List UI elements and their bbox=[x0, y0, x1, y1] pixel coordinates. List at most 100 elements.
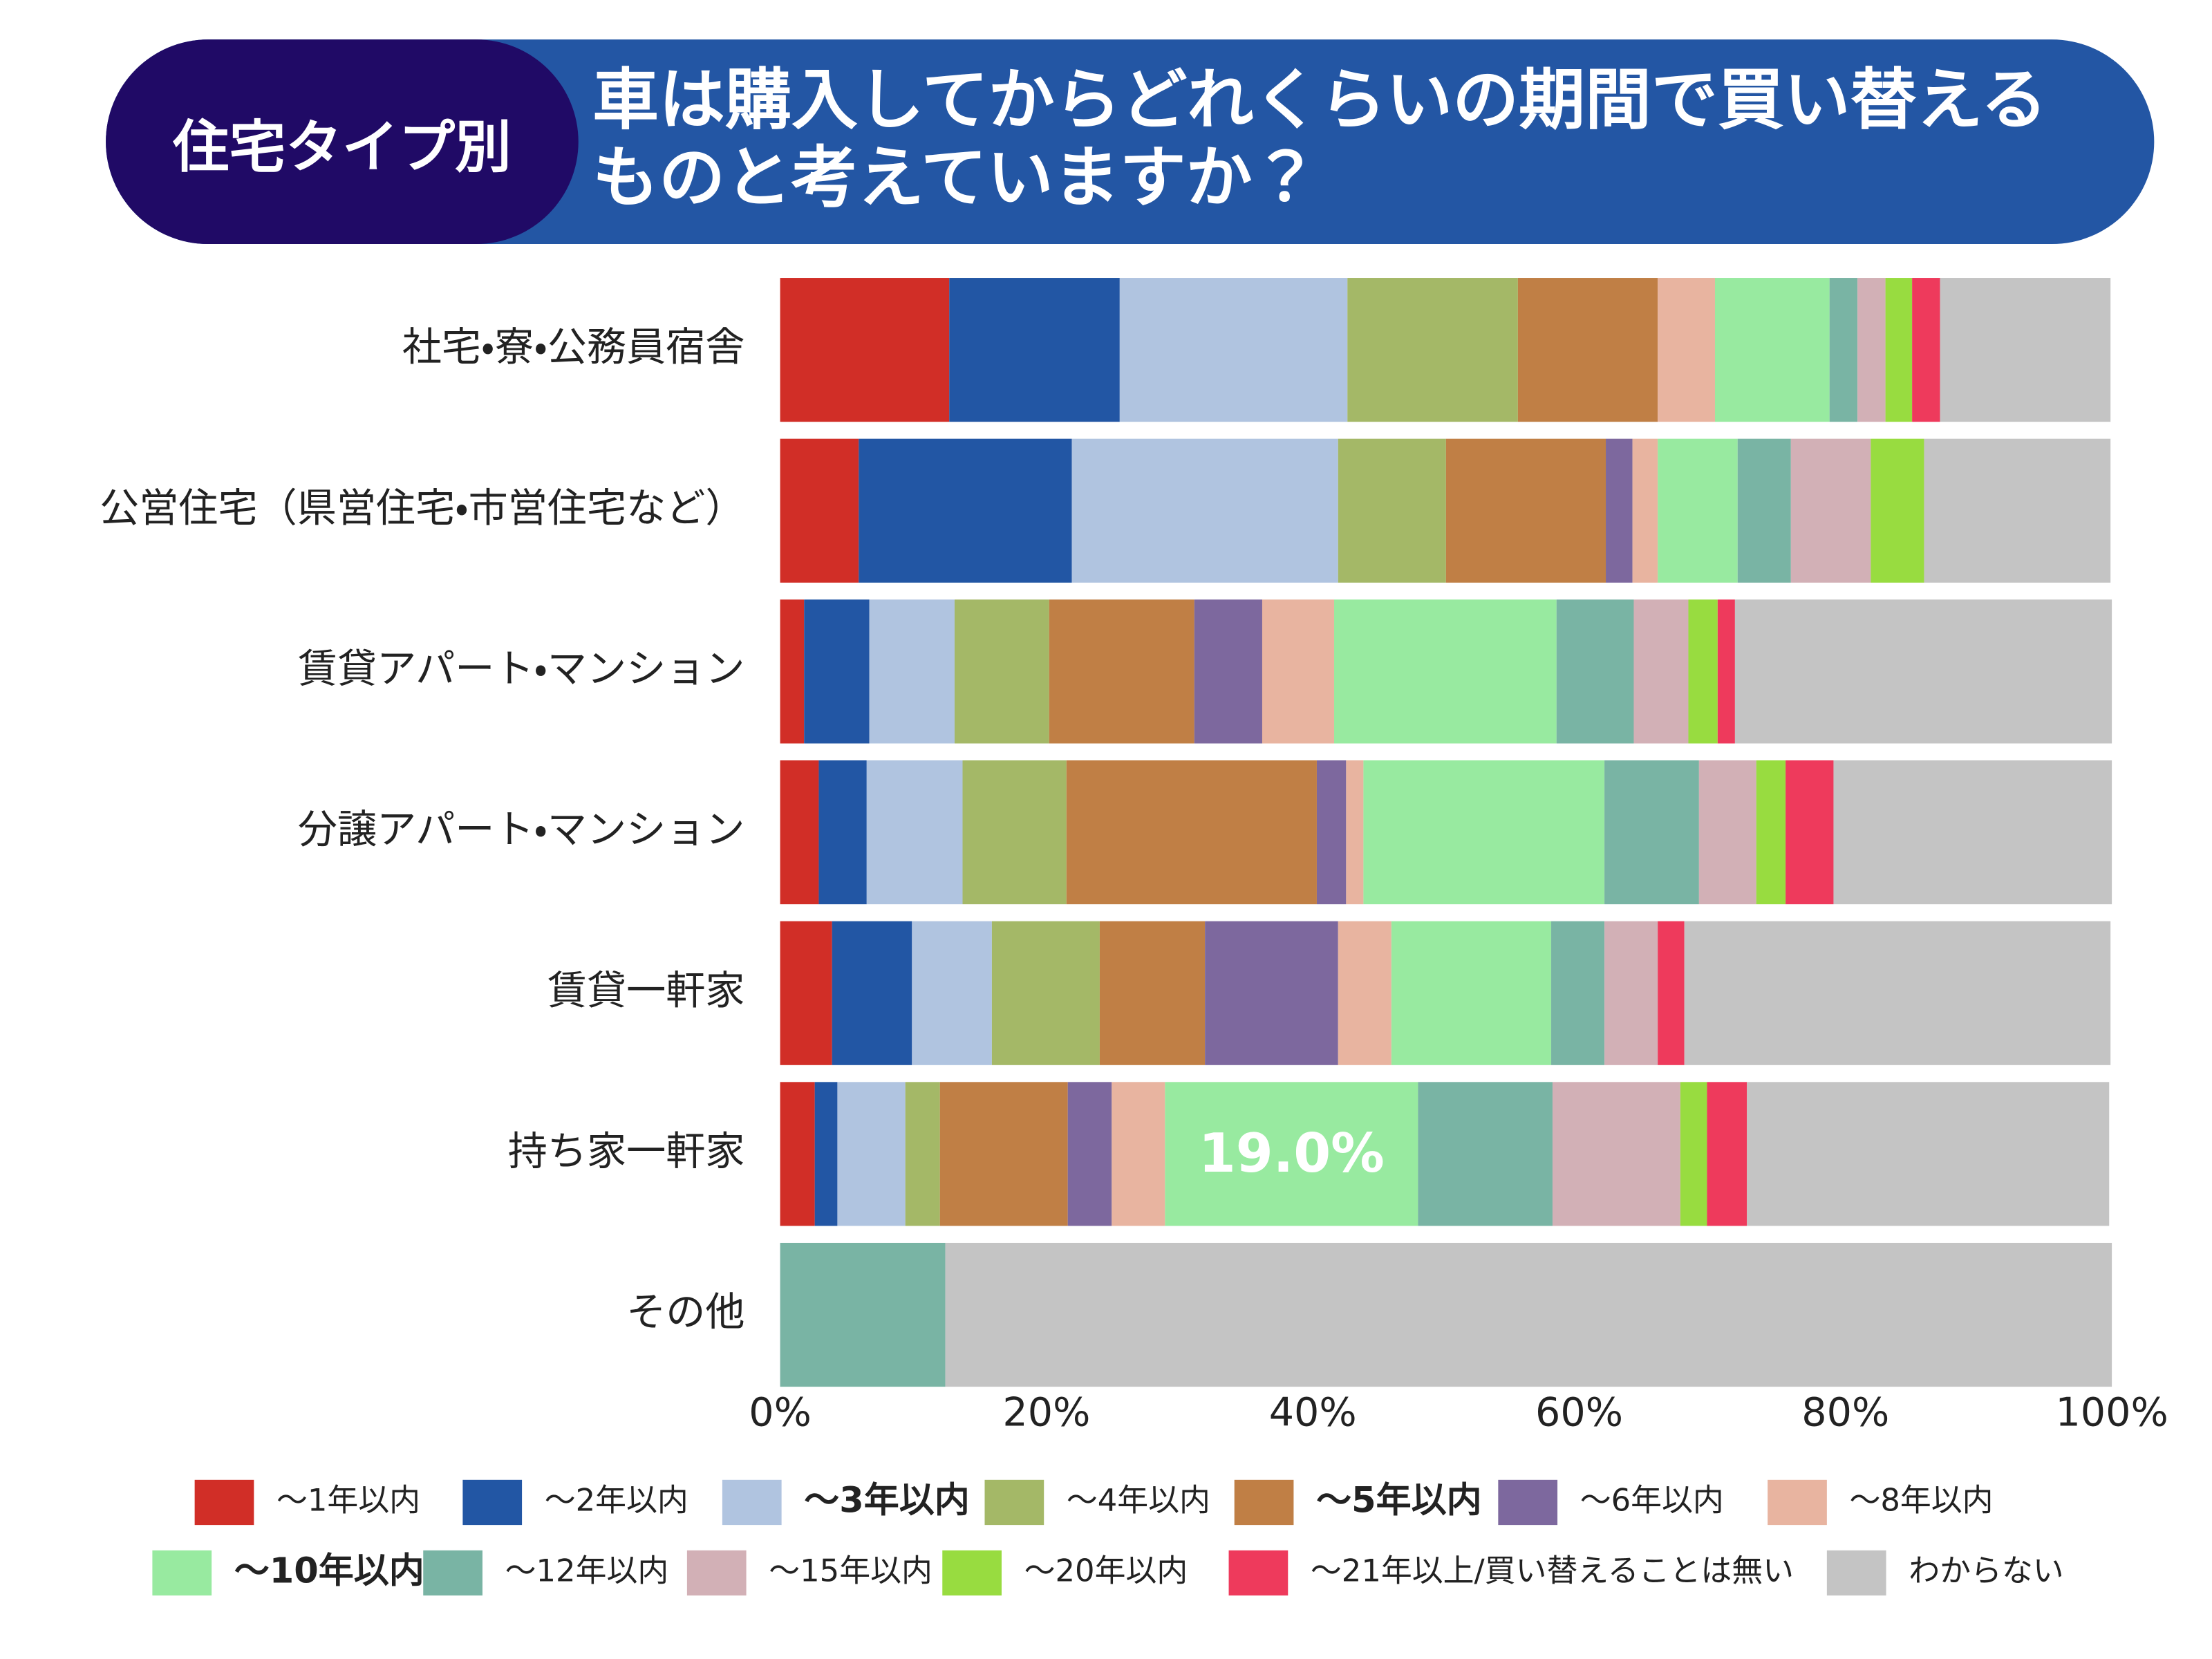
legend-label: ～3年以内 bbox=[804, 1480, 970, 1521]
bar-segment bbox=[1658, 438, 1738, 583]
bar-segment bbox=[1707, 1082, 1747, 1226]
legend-label: わからない bbox=[1909, 1553, 2063, 1589]
legend-label: ～10年以内 bbox=[234, 1551, 424, 1592]
bar-segment bbox=[1363, 760, 1605, 905]
bar-segment bbox=[962, 760, 1067, 905]
bar-segment bbox=[869, 599, 955, 744]
legend-swatch bbox=[1228, 1550, 1288, 1596]
bar-segment bbox=[814, 1082, 838, 1226]
bar-segment bbox=[1604, 760, 1699, 905]
bar-segment bbox=[1517, 278, 1658, 422]
bar-segment bbox=[1071, 438, 1338, 583]
bar-segment bbox=[1066, 760, 1317, 905]
legend-label: ～20年以内 bbox=[1024, 1553, 1188, 1589]
legend-label: ～8年以内 bbox=[1850, 1481, 1994, 1518]
x-tick-label: 80% bbox=[1801, 1390, 1889, 1436]
bar-segment bbox=[1658, 278, 1716, 422]
bar-segment bbox=[866, 760, 963, 905]
x-tick-label: 100% bbox=[2055, 1390, 2168, 1436]
bar-segment bbox=[1445, 438, 1606, 583]
y-tick-label: 賃貸一軒家 bbox=[547, 968, 745, 1013]
bar-segment bbox=[1833, 760, 2112, 905]
bar-segment bbox=[1717, 599, 1735, 744]
bar-segment bbox=[1871, 438, 1924, 583]
bar-segment bbox=[1632, 438, 1658, 583]
x-tick-label: 20% bbox=[1002, 1390, 1090, 1436]
bar-segment bbox=[1790, 438, 1871, 583]
bar-segment bbox=[1099, 921, 1206, 1065]
bar-segment bbox=[1346, 760, 1364, 905]
bar-segment bbox=[1316, 760, 1347, 905]
bar-segment bbox=[1684, 921, 2111, 1065]
legend-swatch bbox=[462, 1479, 523, 1526]
y-tick-label: 公営住宅（県営住宅・市営住宅など） bbox=[100, 485, 744, 531]
legend-swatch bbox=[686, 1550, 747, 1596]
legend-label: ～4年以内 bbox=[1067, 1481, 1210, 1518]
bar-segment bbox=[837, 1082, 906, 1226]
y-tick-label: その他 bbox=[626, 1290, 744, 1335]
y-tick-label: 分譲アパート・マンション bbox=[298, 807, 745, 853]
bar-segment bbox=[780, 1082, 815, 1226]
bar-segment bbox=[1165, 1082, 1418, 1226]
bar-segment bbox=[1737, 438, 1791, 583]
bar-segment bbox=[954, 599, 1049, 744]
bar-segment bbox=[1262, 599, 1335, 744]
bar-segment bbox=[1857, 278, 1886, 422]
bar-segment bbox=[1940, 278, 2111, 422]
bar-segment bbox=[1347, 278, 1518, 422]
bar-segment bbox=[1334, 599, 1557, 744]
legend-swatch bbox=[1768, 1479, 1827, 1526]
bar-segment bbox=[1912, 278, 1940, 422]
x-tick-label: 0% bbox=[749, 1390, 812, 1436]
legend-swatch bbox=[423, 1550, 482, 1596]
legend-swatch bbox=[1498, 1479, 1558, 1526]
header-badge: 住宅タイプ別 bbox=[106, 39, 579, 245]
x-tick-label: 60% bbox=[1535, 1390, 1623, 1436]
bar-segment bbox=[818, 760, 867, 905]
bar-segment bbox=[991, 921, 1100, 1065]
bar-segment bbox=[1698, 760, 1756, 905]
bar-segment bbox=[949, 278, 1120, 422]
bar-segment bbox=[780, 599, 805, 744]
bar-segment bbox=[859, 438, 1072, 583]
bar-segment bbox=[1552, 1082, 1680, 1226]
legend-label: ～5年以内 bbox=[1316, 1480, 1482, 1521]
legend-label: ～15年以内 bbox=[769, 1553, 932, 1589]
legend-swatch bbox=[984, 1479, 1044, 1526]
chart-title: 車は購入してからどれくらいの期間で買い替えるものと考えていますか？ bbox=[592, 62, 2047, 218]
bar-segment bbox=[1205, 921, 1338, 1065]
x-tick-label: 40% bbox=[1269, 1390, 1357, 1436]
legend-swatch bbox=[1826, 1550, 1886, 1596]
bar-segment bbox=[1604, 921, 1658, 1065]
bar-segment bbox=[804, 599, 870, 744]
bar-segment bbox=[905, 1082, 940, 1226]
bar-segment bbox=[1885, 278, 1913, 422]
legend-swatch bbox=[1234, 1479, 1294, 1526]
bar-segment bbox=[1391, 921, 1552, 1065]
bar-segment bbox=[1338, 921, 1391, 1065]
bar-segment bbox=[1747, 1082, 2110, 1226]
bar-segment bbox=[1112, 1082, 1165, 1226]
bar-segment bbox=[1785, 760, 1834, 905]
y-tick-label: 持ち家一軒家 bbox=[508, 1129, 745, 1174]
bar-segment bbox=[832, 921, 912, 1065]
bar-segment bbox=[1734, 599, 2112, 744]
legend-label: ～2年以内 bbox=[545, 1481, 688, 1518]
bar-segment bbox=[1680, 1082, 1707, 1226]
bar-segment bbox=[1756, 760, 1786, 905]
bar-segment bbox=[939, 1082, 1068, 1226]
bar-segment bbox=[1633, 599, 1689, 744]
legend-label: ～21年以上/買い替えることは無い bbox=[1311, 1553, 1794, 1589]
bar-segment bbox=[945, 1242, 2112, 1387]
bar-segment bbox=[780, 760, 819, 905]
bar-segment bbox=[1338, 438, 1446, 583]
value-label: 19.0% bbox=[1199, 1123, 1385, 1185]
bar-segment bbox=[1688, 599, 1718, 744]
bar-segment bbox=[1551, 921, 1605, 1065]
bar-segment bbox=[1924, 438, 2111, 583]
legend-swatch bbox=[722, 1479, 782, 1526]
bar-segment bbox=[1119, 278, 1348, 422]
legend-label: ～6年以内 bbox=[1580, 1481, 1724, 1518]
bar-segment bbox=[780, 278, 950, 422]
